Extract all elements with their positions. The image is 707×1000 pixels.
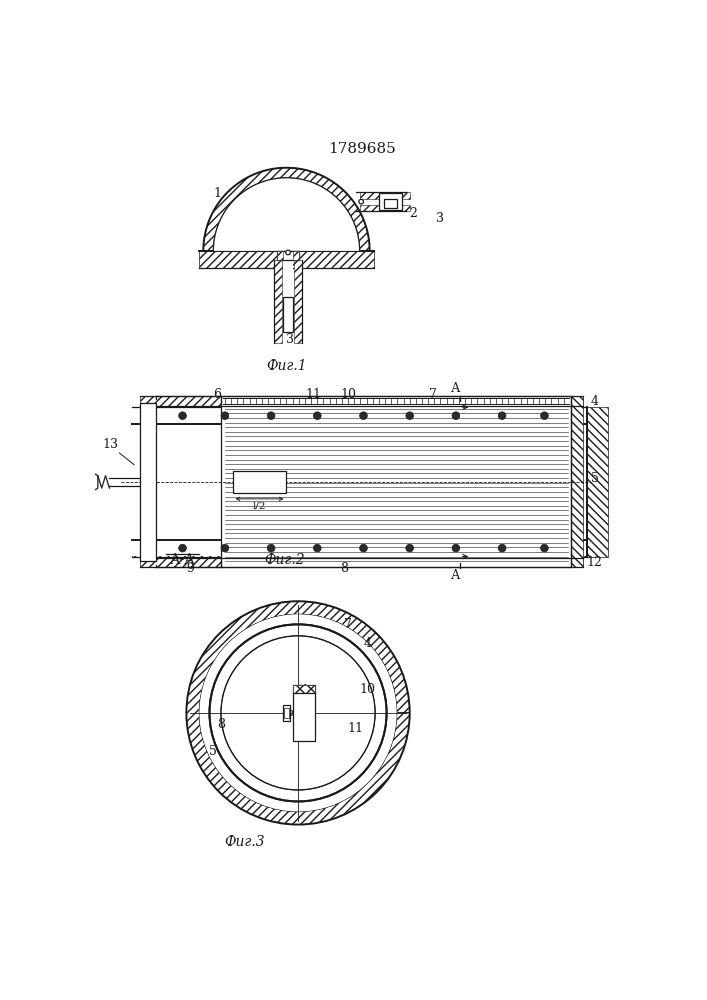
Text: 7: 7	[344, 618, 352, 631]
Bar	[132, 408, 587, 556]
Circle shape	[179, 544, 187, 552]
Circle shape	[221, 412, 229, 420]
Circle shape	[313, 412, 321, 420]
Bar	[360, 192, 409, 199]
Circle shape	[498, 544, 506, 552]
Bar	[293, 251, 299, 260]
Text: 10: 10	[340, 388, 356, 401]
Bar	[132, 540, 587, 557]
Bar	[274, 260, 282, 343]
Bar	[233, 471, 286, 493]
Circle shape	[452, 412, 460, 420]
Text: 5: 5	[209, 745, 217, 758]
Circle shape	[267, 412, 275, 420]
Circle shape	[359, 199, 363, 204]
Circle shape	[406, 544, 414, 552]
Bar	[140, 396, 583, 406]
Text: 9: 9	[187, 562, 194, 575]
Text: А: А	[451, 569, 461, 582]
Bar	[140, 558, 583, 567]
Circle shape	[221, 544, 229, 552]
Bar	[379, 193, 402, 210]
Text: 8: 8	[217, 718, 225, 731]
Text: 4: 4	[590, 395, 599, 408]
Text: 1789685: 1789685	[328, 142, 396, 156]
Text: А: А	[451, 382, 461, 395]
Text: Фиг.3: Фиг.3	[224, 835, 264, 849]
Polygon shape	[214, 178, 360, 251]
Circle shape	[221, 636, 375, 790]
Text: l/2: l/2	[253, 501, 267, 510]
Circle shape	[286, 250, 291, 255]
Bar	[221, 396, 571, 567]
Text: 1: 1	[214, 187, 221, 200]
Circle shape	[313, 544, 321, 552]
Text: 11: 11	[348, 722, 364, 735]
Circle shape	[406, 412, 414, 420]
Bar	[199, 251, 373, 268]
Bar	[293, 685, 315, 741]
Circle shape	[541, 544, 549, 552]
Circle shape	[200, 615, 396, 811]
Polygon shape	[199, 614, 397, 811]
Text: 11: 11	[305, 388, 322, 401]
Text: Фиг.2: Фиг.2	[264, 553, 305, 567]
Bar	[587, 407, 607, 557]
Bar	[294, 260, 302, 343]
Bar	[277, 251, 299, 260]
Circle shape	[360, 412, 368, 420]
Polygon shape	[209, 624, 387, 801]
Text: Фиг.1: Фиг.1	[266, 359, 307, 373]
Circle shape	[360, 544, 368, 552]
Text: 3: 3	[436, 212, 445, 225]
Bar	[360, 205, 409, 211]
Text: А-А: А-А	[170, 553, 195, 567]
Bar	[293, 685, 315, 693]
Bar	[385, 199, 397, 208]
Polygon shape	[187, 601, 409, 825]
Circle shape	[498, 412, 506, 420]
Circle shape	[179, 412, 187, 420]
Text: 7: 7	[429, 388, 437, 401]
Text: 6: 6	[214, 388, 221, 401]
Text: h: h	[286, 708, 293, 718]
Text: 5: 5	[590, 472, 598, 485]
Bar	[284, 708, 288, 718]
Bar	[140, 403, 156, 561]
Text: 3: 3	[286, 333, 294, 346]
Polygon shape	[204, 168, 370, 251]
Text: 2: 2	[409, 207, 417, 220]
Bar	[283, 260, 293, 339]
Text: 12: 12	[587, 556, 602, 569]
Bar	[283, 705, 291, 721]
Bar	[132, 407, 587, 424]
Bar	[277, 251, 283, 260]
Bar	[571, 396, 583, 567]
Bar	[284, 297, 293, 332]
Circle shape	[452, 544, 460, 552]
Text: 4: 4	[363, 637, 371, 650]
Text: b: b	[303, 684, 310, 694]
Text: 13: 13	[103, 438, 119, 451]
Circle shape	[541, 412, 549, 420]
Circle shape	[267, 544, 275, 552]
Text: 8: 8	[340, 562, 349, 575]
Text: 10: 10	[359, 683, 375, 696]
